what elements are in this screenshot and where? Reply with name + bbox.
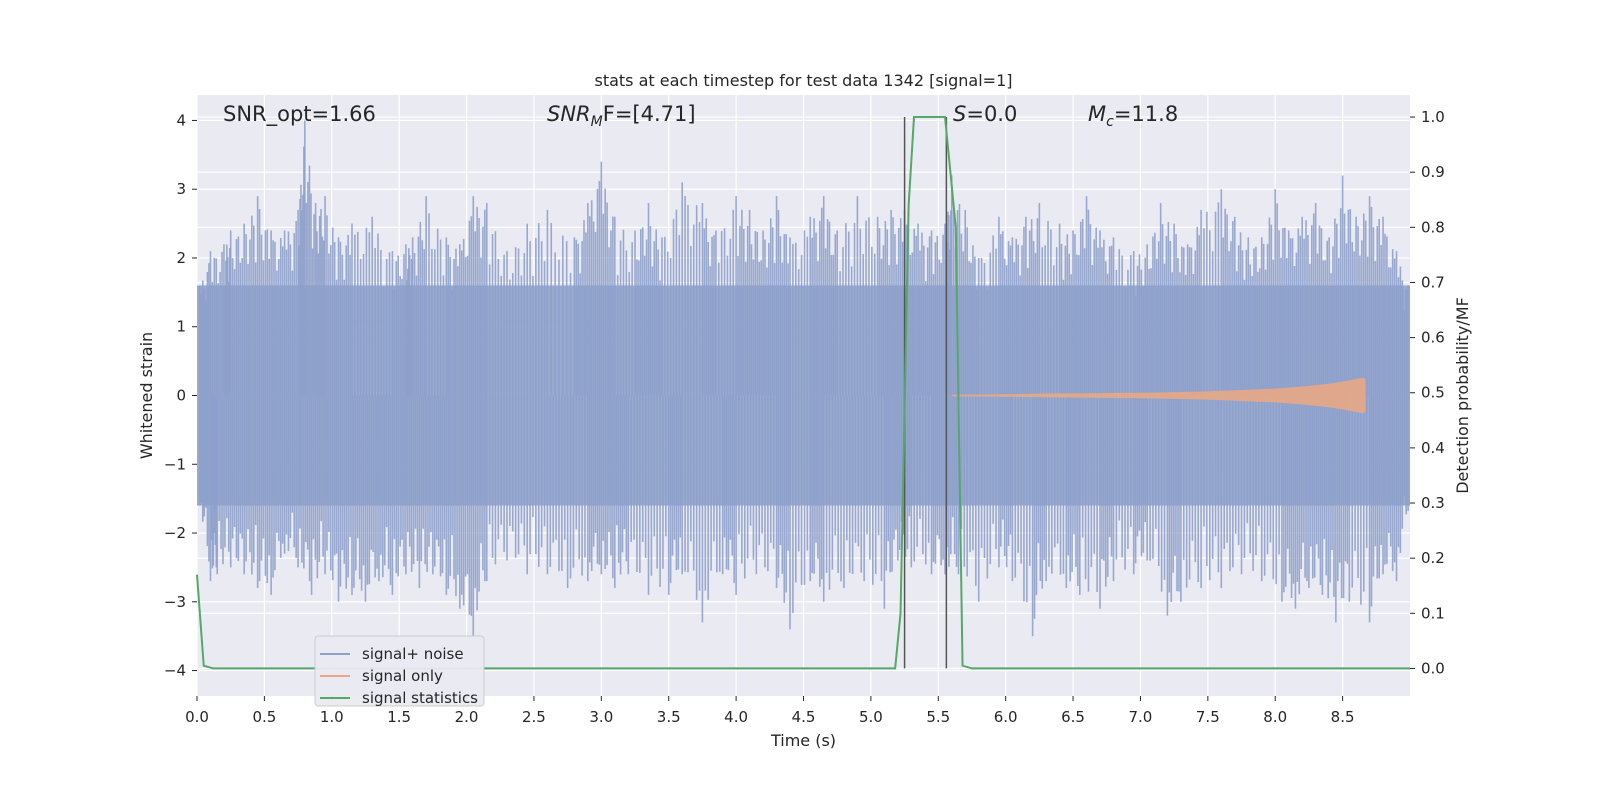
legend-label: signal statistics	[362, 689, 478, 707]
x-tick-label: 6.5	[1061, 708, 1085, 726]
signal-noise-series	[197, 120, 1410, 637]
annotation-italic: SNR	[547, 102, 591, 126]
x-tick-label: 5.5	[926, 708, 950, 726]
annotation-italic: S	[953, 102, 966, 126]
x-axis-label: Time (s)	[770, 731, 836, 750]
y-right-tick-label: 0.6	[1421, 329, 1445, 347]
y-left-tick-label: −3	[164, 593, 186, 611]
y-left-tick-label: −2	[164, 524, 186, 542]
y-right-tick-label: 0.4	[1421, 439, 1445, 457]
y-left-tick-label: 3	[176, 180, 186, 198]
y-right-tick-label: 0.8	[1421, 218, 1445, 236]
y-right-tick-label: 0.0	[1421, 659, 1445, 677]
x-tick-label: 7.5	[1196, 708, 1220, 726]
x-tick-label: 7.0	[1129, 708, 1153, 726]
annotation-italic: M	[1088, 102, 1106, 126]
annotation-suffix: =11.8	[1114, 102, 1178, 126]
x-tick-label: 0.0	[185, 708, 209, 726]
chart-title: stats at each timestep for test data 134…	[594, 71, 1012, 90]
x-tick-label: 1.5	[387, 708, 411, 726]
annotation-subscript: M	[591, 114, 603, 130]
y-axis-label-right: Detection probability/MF	[1453, 297, 1472, 494]
annotation-text: SNR_opt=1.66	[223, 102, 376, 127]
y-left-tick-label: 4	[176, 111, 186, 129]
x-tick-label: 8.5	[1331, 708, 1355, 726]
y-right-tick-label: 1.0	[1421, 108, 1445, 126]
x-tick-label: 8.0	[1263, 708, 1287, 726]
signal-only-chirp	[951, 377, 1366, 414]
y-right-tick-label: 0.7	[1421, 273, 1445, 291]
annotation-text: SNRMF=[4.71]	[547, 102, 696, 130]
x-tick-label: 0.5	[252, 708, 276, 726]
tick-labels: 0.0 0.5 1.0 1.5 2.0 2.5 3.0 3.5 4.0 4.5 5.0 5.5 6.0 6…	[164, 108, 1445, 726]
signal-statistics-line	[196, 116, 1410, 670]
legend-label: signal+ noise	[362, 645, 464, 663]
y-right-tick-label: 0.2	[1421, 549, 1445, 567]
x-tick-label: 2.5	[522, 708, 546, 726]
annotation-prefix: SNR_opt=1.66	[223, 102, 376, 127]
annotations: SNR_opt=1.66 SNRMF=[4.71] S=0.0 Mc=11.8	[223, 102, 1178, 130]
annotation-text: S=0.0	[953, 102, 1017, 126]
x-tick-label: 3.5	[657, 708, 681, 726]
x-tick-label: 3.0	[589, 708, 613, 726]
signal-statistics-series	[196, 116, 1410, 670]
x-tick-label: 2.0	[455, 708, 479, 726]
x-tick-label: 5.0	[859, 708, 883, 726]
annotation-text: Mc=11.8	[1088, 102, 1178, 130]
y-right-tick-label: 0.9	[1421, 163, 1445, 181]
y-right-tick-label: 0.5	[1421, 384, 1445, 402]
y-left-tick-label: 2	[176, 249, 186, 267]
y-right-tick-label: 0.1	[1421, 604, 1445, 622]
legend-box	[314, 635, 485, 707]
annotation-suffix: F=[4.71]	[603, 102, 696, 126]
annotation-subscript: c	[1106, 114, 1114, 130]
y-left-tick-label: −4	[164, 662, 186, 680]
legend: signal+ noise signal only signal statistic…	[314, 635, 485, 707]
y-left-tick-label: −1	[164, 455, 186, 473]
legend-label: signal only	[362, 667, 443, 685]
x-tick-label: 4.5	[792, 708, 816, 726]
x-tick-label: 6.0	[994, 708, 1018, 726]
y-left-tick-label: 1	[176, 318, 186, 336]
y-left-tick-label: 0	[176, 387, 186, 405]
x-tick-label: 1.0	[320, 708, 344, 726]
signal-only-series	[951, 377, 1366, 414]
x-tick-label: 4.0	[724, 708, 748, 726]
y-axis-label-left: Whitened strain	[137, 332, 156, 459]
y-right-tick-label: 0.3	[1421, 494, 1445, 512]
annotation-suffix: =0.0	[966, 102, 1017, 126]
